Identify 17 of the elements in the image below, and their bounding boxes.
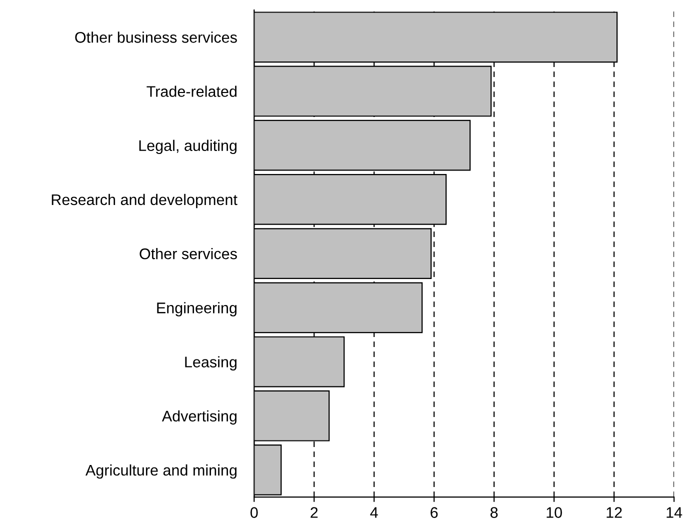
y-tick-label: Advertising (162, 410, 236, 425)
x-tick-label: 4 (370, 507, 378, 518)
x-tick-label: 2 (310, 507, 318, 518)
x-tick-label: 12 (606, 507, 622, 518)
y-tick-label: Other services (140, 248, 237, 260)
y-tick-label: Leasing (185, 356, 236, 370)
y-tick-label: Trade-related (146, 86, 236, 97)
x-tick-label: 0 (250, 507, 258, 518)
x-tick-label: 6 (430, 507, 438, 518)
y-tick-label: Agriculture and mining (86, 464, 236, 479)
y-tick-label: Research and development (52, 194, 238, 208)
x-tick-label: 8 (490, 507, 498, 518)
x-tick-label: 14 (666, 507, 682, 518)
y-tick-label: Engineering (157, 302, 236, 316)
x-tick-label: 10 (546, 507, 562, 518)
y-tick-label: Other business services (75, 32, 237, 43)
y-tick-label: Legal, auditing (139, 140, 236, 154)
